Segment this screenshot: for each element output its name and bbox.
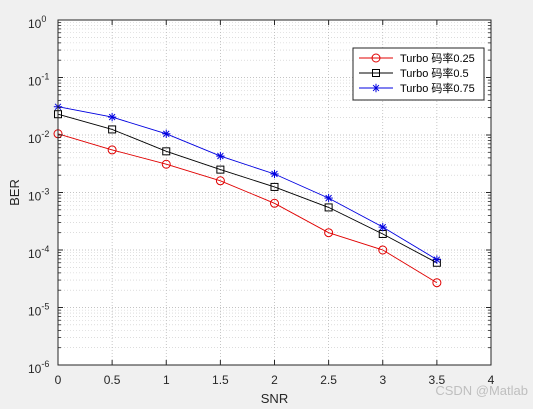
x-tick-label: 0 — [55, 373, 62, 387]
legend-swatches — [359, 53, 393, 93]
data-point — [324, 228, 334, 238]
y-tick-label: 10-6 — [28, 359, 49, 376]
x-axis-label: SNR — [261, 391, 288, 406]
data-point — [432, 255, 442, 264]
watermark: CSDN @Matlab — [435, 383, 528, 398]
series-line-2 — [57, 106, 438, 260]
x-tick-label: 4 — [488, 373, 495, 387]
marker-stroke — [162, 130, 170, 138]
legend-marker — [372, 69, 380, 77]
data-point — [215, 176, 225, 186]
x-tick-label: 1 — [163, 373, 170, 387]
y-tick-label: 10-2 — [28, 129, 49, 146]
data-point — [270, 198, 279, 208]
series-line-0 — [57, 133, 438, 284]
legend-label-2: Turbo 码率0.75 — [400, 81, 475, 95]
legend-label-0: Turbo 码率0.25 — [400, 51, 475, 65]
y-tick-label: 10-1 — [28, 72, 49, 89]
data-point — [216, 151, 225, 161]
x-tick-label: 3.5 — [429, 373, 446, 387]
x-tick-labels: 0 0.5 1 1.5 2 2.5 3 3.5 4 — [55, 373, 495, 387]
x-tick-label: 0.5 — [104, 373, 121, 387]
y-tick-labels: 100 10-1 10-2 10-3 10-4 10-5 10-6 — [28, 14, 49, 376]
marker-stroke — [271, 170, 278, 178]
marker-stroke — [325, 194, 332, 202]
x-tick-label: 1.5 — [212, 373, 229, 387]
x-tick-label: 2 — [271, 373, 278, 387]
data-point — [161, 159, 171, 169]
data-point — [162, 147, 171, 156]
legend: Turbo 码率0.25 Turbo 码率0.5 Turbo 码率0.75 — [352, 47, 485, 101]
y-tick-label: 100 — [28, 14, 46, 31]
data-point — [107, 112, 117, 122]
data-point — [378, 245, 388, 255]
data-point — [324, 193, 333, 203]
series-2 — [53, 102, 442, 264]
marker-stroke — [379, 223, 387, 231]
marker-stroke — [108, 113, 116, 121]
marker-stroke — [433, 256, 441, 263]
x-tick-label: 2.5 — [320, 373, 337, 387]
data-point — [107, 145, 117, 155]
data-point — [432, 278, 442, 288]
marker-stroke — [217, 152, 224, 160]
data-point — [324, 203, 333, 212]
data-point — [270, 182, 279, 191]
axis-ticks — [57, 19, 492, 366]
series-0 — [53, 129, 442, 288]
data-point — [270, 169, 279, 179]
y-tick-label: 10-3 — [28, 187, 49, 204]
y-axis-label: BER — [7, 179, 22, 206]
marker-stroke — [372, 84, 380, 92]
data-point — [108, 125, 117, 134]
legend-marker — [371, 53, 381, 63]
x-tick-label: 3 — [379, 373, 386, 387]
legend-marker — [371, 83, 381, 93]
data-point — [378, 222, 387, 232]
series-line-1 — [57, 113, 438, 264]
legend-box — [352, 47, 485, 101]
data-point — [216, 165, 225, 174]
legend-label-1: Turbo 码率0.5 — [400, 66, 469, 80]
data-point — [162, 129, 171, 138]
y-tick-label: 10-5 — [28, 302, 49, 319]
y-tick-label: 10-4 — [28, 244, 49, 261]
